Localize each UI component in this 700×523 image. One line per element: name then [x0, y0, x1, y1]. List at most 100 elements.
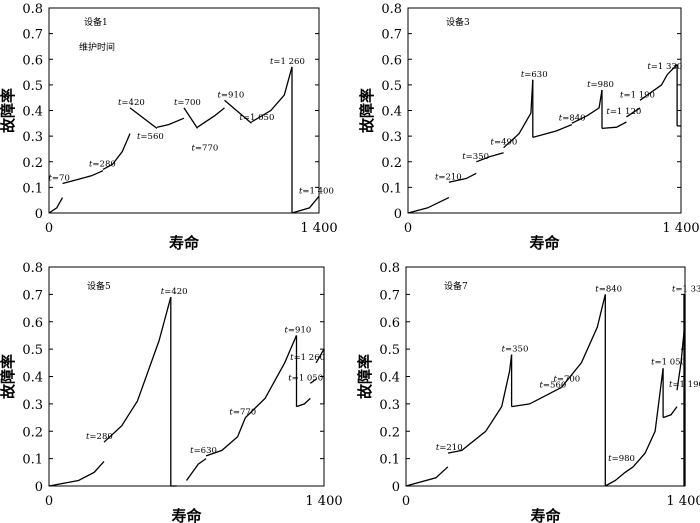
y-tick-label: 0.3 — [22, 398, 43, 413]
y-tick-label: 0.1 — [22, 453, 43, 468]
x-tick-label: 1 400 — [662, 221, 699, 236]
failure-rate-segment-6 — [183, 107, 199, 129]
y-tick-label: 0.1 — [22, 181, 43, 196]
y-axis-label: 故障率 — [358, 88, 376, 133]
maintenance-time-label: 维护时间 — [79, 41, 115, 53]
failure-rate-segment-8 — [224, 99, 252, 124]
y-tick-label: 0.5 — [379, 343, 400, 358]
maintenance-time-annotation: t=280 — [86, 432, 113, 442]
x-tick-label: 0 — [402, 494, 410, 509]
y-tick-label: 0.2 — [22, 425, 43, 440]
maintenance-time-annotation: t=1 190 — [669, 380, 700, 390]
maintenance-time-annotation: t=910 — [285, 325, 312, 335]
maintenance-time-annotation: t=1 330 — [672, 284, 700, 294]
failure-rate-segment-9 — [251, 66, 293, 123]
maintenance-time-annotation: t=350 — [502, 345, 529, 355]
failure-rate-segment-11 — [315, 348, 325, 364]
maintenance-time-annotation: t=1 400 — [299, 186, 334, 196]
y-tick-label: 0.1 — [379, 453, 400, 468]
maintenance-time-annotation: t=560 — [540, 381, 567, 391]
failure-rate-segment-11 — [639, 63, 678, 101]
maintenance-time-annotation: t=1 190 — [620, 90, 655, 100]
maintenance-time-annotation: t=560 — [137, 132, 164, 142]
y-tick-label: 0.2 — [379, 425, 400, 440]
failure-rate-segment-10 — [626, 107, 641, 118]
x-axis-label: 寿命 — [529, 234, 560, 252]
failure-rate-segment-1 — [48, 197, 64, 214]
y-tick-label: 0.2 — [22, 156, 43, 171]
failure-rate-segment-9 — [601, 121, 627, 130]
y-tick-label: 0.3 — [379, 398, 400, 413]
y-tick-label: 0.7 — [22, 28, 43, 43]
failure-rate-segment-8 — [604, 466, 634, 487]
y-tick-label: 0.6 — [381, 53, 402, 68]
y-axis-label: 故障率 — [356, 354, 374, 399]
failure-rate-segment-3 — [102, 133, 131, 170]
y-tick-label: 0.5 — [381, 79, 402, 94]
y-tick-label: 0.1 — [381, 181, 402, 196]
y-tick-label: 0.5 — [22, 79, 43, 94]
failure-rate-segment-7 — [571, 89, 603, 124]
failure-rate-segment-5 — [545, 386, 562, 397]
failure-rate-segment-2 — [103, 296, 172, 443]
maintenance-time-annotation: t=1 050 — [240, 113, 275, 123]
maintenance-time-annotation: t=910 — [218, 90, 245, 100]
maintenance-time-annotation: t=420 — [118, 98, 145, 108]
failure-rate-segment-7 — [244, 335, 298, 419]
x-tick-label: 0 — [404, 221, 412, 236]
y-tick-label: 0 — [35, 207, 43, 222]
y-tick-label: 0.3 — [381, 130, 402, 145]
x-tick-label: 0 — [45, 221, 53, 236]
y-tick-label: 0.3 — [22, 130, 43, 145]
y-tick-label: 0.8 — [381, 2, 402, 17]
failure-rate-segment-3 — [476, 152, 504, 163]
y-axis-label: 故障率 — [0, 354, 17, 399]
y-tick-label: 0 — [392, 480, 400, 495]
x-axis-label: 寿命 — [530, 507, 561, 523]
y-tick-label: 0.7 — [22, 288, 43, 303]
failure-rate-segment-10 — [309, 378, 317, 384]
maintenance-time-annotation: t=700 — [553, 374, 580, 384]
failure-rate-segment-11 — [291, 195, 320, 214]
failure-rate-segment-9 — [296, 397, 311, 408]
maintenance-time-annotation: t=1 260 — [270, 57, 305, 67]
x-tick-label: 0 — [45, 494, 53, 509]
y-tick-label: 0.5 — [22, 343, 43, 358]
chart-panel-2: 0 0.1 0.2 0.3 0.4 0.5 0.6 0.7 0.8 0 1 400 寿命 故障率 设备3 t… — [358, 2, 700, 252]
failure-rate-segment-6 — [532, 123, 573, 139]
plot-frame — [48, 266, 325, 487]
failure-rate-segment-2 — [62, 170, 104, 185]
failure-rate-segment-1 — [405, 466, 449, 487]
failure-rate-segment-4 — [503, 79, 534, 149]
maintenance-time-annotation: t=350 — [462, 152, 489, 162]
failure-rate-segment-7 — [197, 107, 225, 128]
y-tick-label: 0.8 — [22, 261, 43, 276]
y-tick-label: 0.7 — [379, 288, 400, 303]
x-axis-label: 寿命 — [171, 507, 202, 523]
x-tick-label: 1 400 — [305, 494, 342, 509]
failure-rate-segment-9 — [632, 368, 664, 468]
maintenance-time-annotation: t=630 — [190, 446, 217, 456]
maintenance-time-annotation: t=210 — [436, 443, 463, 453]
failure-rate-segment-2 — [448, 172, 477, 183]
x-tick-label: 1 400 — [666, 494, 700, 509]
maintenance-time-annotation: t=980 — [587, 80, 614, 90]
maintenance-time-annotation: t=700 — [174, 98, 201, 108]
y-tick-label: 0.4 — [381, 105, 402, 120]
failure-rate-segment-4 — [511, 395, 546, 408]
maintenance-time-annotation: t=980 — [608, 454, 635, 464]
y-tick-label: 0.2 — [381, 156, 402, 171]
maintenance-time-annotation: t=770 — [229, 408, 256, 418]
failure-rate-segment-4 — [129, 107, 158, 129]
x-axis-label: 寿命 — [169, 234, 200, 252]
plot-frame — [48, 7, 320, 214]
chart-panel-1: 0 0.1 0.2 0.3 0.4 0.5 0.6 0.7 0.8 0 1 400 寿命 故障率 设备1 维… — [0, 2, 338, 252]
panel-title: 设备3 — [446, 16, 470, 28]
maintenance-time-annotation: t=280 — [89, 159, 116, 169]
panel-title: 设备5 — [87, 280, 111, 292]
maintenance-time-annotation: t=840 — [595, 284, 622, 294]
y-tick-label: 0.6 — [22, 53, 43, 68]
failure-rate-segment-1 — [48, 460, 105, 487]
maintenance-time-annotation: t=420 — [161, 287, 188, 297]
